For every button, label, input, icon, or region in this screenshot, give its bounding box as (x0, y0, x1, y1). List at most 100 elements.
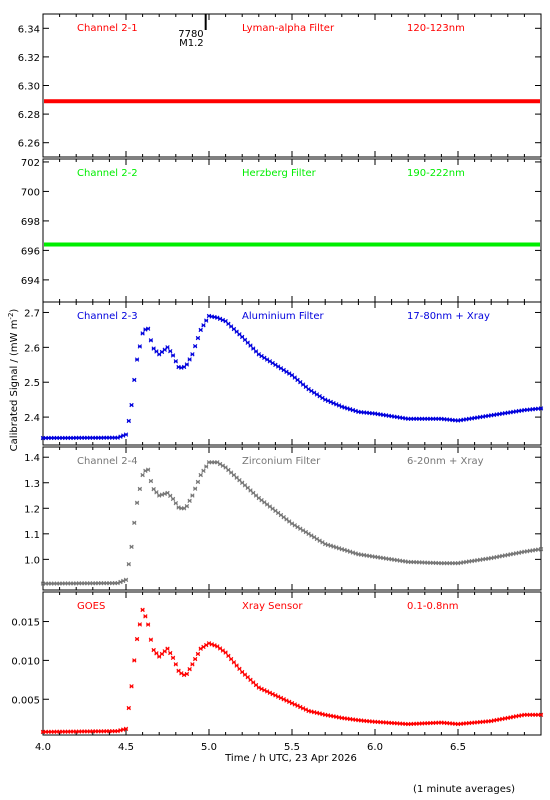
filter-label: Xray Sensor (242, 601, 303, 612)
channel-label: GOES (77, 601, 105, 612)
data-point (173, 662, 178, 667)
x-axis: 4.0 4.5 5.0 5.5 6.0 6.5 (35, 742, 466, 753)
data-point (129, 544, 134, 550)
data-point (132, 520, 137, 525)
y-axis-title-end: ) (9, 309, 20, 313)
data-point (140, 472, 145, 478)
series-points (40, 313, 544, 441)
data-point (165, 345, 170, 350)
data-point (154, 651, 159, 656)
data-point (173, 500, 178, 506)
y-tick-label: 6.28 (18, 110, 40, 121)
data-point (538, 546, 544, 552)
data-point (143, 614, 148, 619)
y-tick-label: 2.6 (24, 343, 40, 354)
data-point (170, 496, 176, 502)
panels: 6.26 6.28 6.30 6.32 6.34 Channel 2-1 Lyman-alp… (11, 13, 544, 736)
data-point (140, 331, 145, 336)
data-point (204, 464, 209, 469)
panel-frame (42, 446, 542, 591)
panel-2: 694 696 698 700 702 Channel 2-2 Herzberg Filte… (21, 158, 542, 303)
data-point (148, 637, 154, 642)
y-tick-label: 700 (21, 187, 40, 198)
y-tick-label: 696 (21, 246, 40, 257)
y-tick-label: 702 (21, 158, 40, 169)
data-point (192, 486, 198, 491)
x-axis-title: Time / h UTC, 23 Apr 2026 (224, 753, 357, 764)
panel-frame (42, 13, 542, 158)
y-tick-label: 1.2 (24, 504, 40, 515)
y-tick-label: 0.010 (11, 656, 40, 667)
data-point (137, 344, 143, 349)
data-point (129, 684, 134, 689)
data-point (192, 656, 198, 662)
data-point (234, 663, 239, 668)
data-point (190, 662, 195, 667)
panel-3: 2.4 2.5 2.6 2.7 Channel 2-3 Aluminium Filter 1… (24, 301, 544, 446)
x-tick-label: 4.5 (118, 742, 134, 753)
data-point (123, 577, 129, 582)
data-point (126, 705, 131, 711)
y-axis-title-main: Calibrated Signal / (mW m (9, 320, 20, 452)
data-point (190, 352, 195, 357)
data-point (140, 607, 145, 613)
data-point (538, 712, 544, 717)
data-point (148, 478, 154, 484)
channel-label: Channel 2-3 (77, 311, 138, 322)
y-tick-label: 1.0 (24, 555, 40, 566)
data-point (145, 622, 151, 627)
data-point (187, 357, 192, 362)
channel-label: Channel 2-2 (77, 168, 138, 179)
channel-label: Channel 2-1 (77, 23, 138, 34)
band-label: 6-20nm + Xray (407, 456, 484, 467)
y-axis-title-sup: -2 (7, 313, 15, 320)
y-tick-label: 1.4 (24, 453, 40, 464)
data-point (187, 666, 192, 672)
flare-marker-id: 7780 (178, 29, 203, 40)
band-label: 120-123nm (407, 23, 465, 34)
panel-4: 1.0 1.1 1.2 1.3 1.4 Channel 2-4 Zirconium Filt… (24, 446, 544, 591)
y-tick-label: 2.7 (24, 308, 40, 319)
data-point (231, 660, 237, 665)
data-point (173, 359, 178, 364)
data-point (223, 650, 228, 655)
data-point (151, 647, 156, 653)
band-label: 0.1-0.8nm (407, 601, 459, 612)
y-tick-label: 2.4 (24, 413, 40, 424)
filter-label: Aluminium Filter (242, 311, 325, 322)
y-axis-title: Calibrated Signal / (mW m-2) (7, 309, 20, 452)
data-point (201, 468, 206, 474)
y-tick-label: 1.3 (24, 479, 40, 490)
data-point (137, 486, 143, 492)
data-point (192, 343, 198, 349)
footnote: (1 minute averages) (413, 784, 515, 795)
data-point (134, 500, 140, 505)
y-tick-label: 6.26 (18, 139, 40, 150)
data-point (201, 323, 206, 328)
flare-marker-class: M1.2 (179, 38, 204, 49)
data-point (228, 656, 234, 662)
data-point (137, 622, 143, 627)
data-point (190, 493, 195, 498)
data-point (184, 362, 190, 367)
y-tick-label: 6.30 (18, 82, 40, 93)
series-line (44, 242, 540, 247)
data-point (126, 418, 131, 424)
data-point (148, 338, 154, 343)
data-point (237, 666, 242, 671)
filter-label: Zirconium Filter (242, 456, 321, 467)
data-point (165, 646, 170, 651)
band-label: 190-222nm (407, 168, 465, 179)
series-line (44, 99, 540, 104)
data-point (168, 349, 173, 354)
data-point (145, 467, 151, 472)
data-point (204, 318, 209, 323)
data-point (198, 327, 203, 333)
data-point (538, 406, 544, 411)
y-tick-label: 6.32 (18, 53, 40, 64)
band-label: 17-80nm + Xray (407, 311, 490, 322)
data-point (195, 651, 201, 657)
x-tick-label: 4.0 (35, 742, 51, 753)
data-point (123, 726, 129, 731)
